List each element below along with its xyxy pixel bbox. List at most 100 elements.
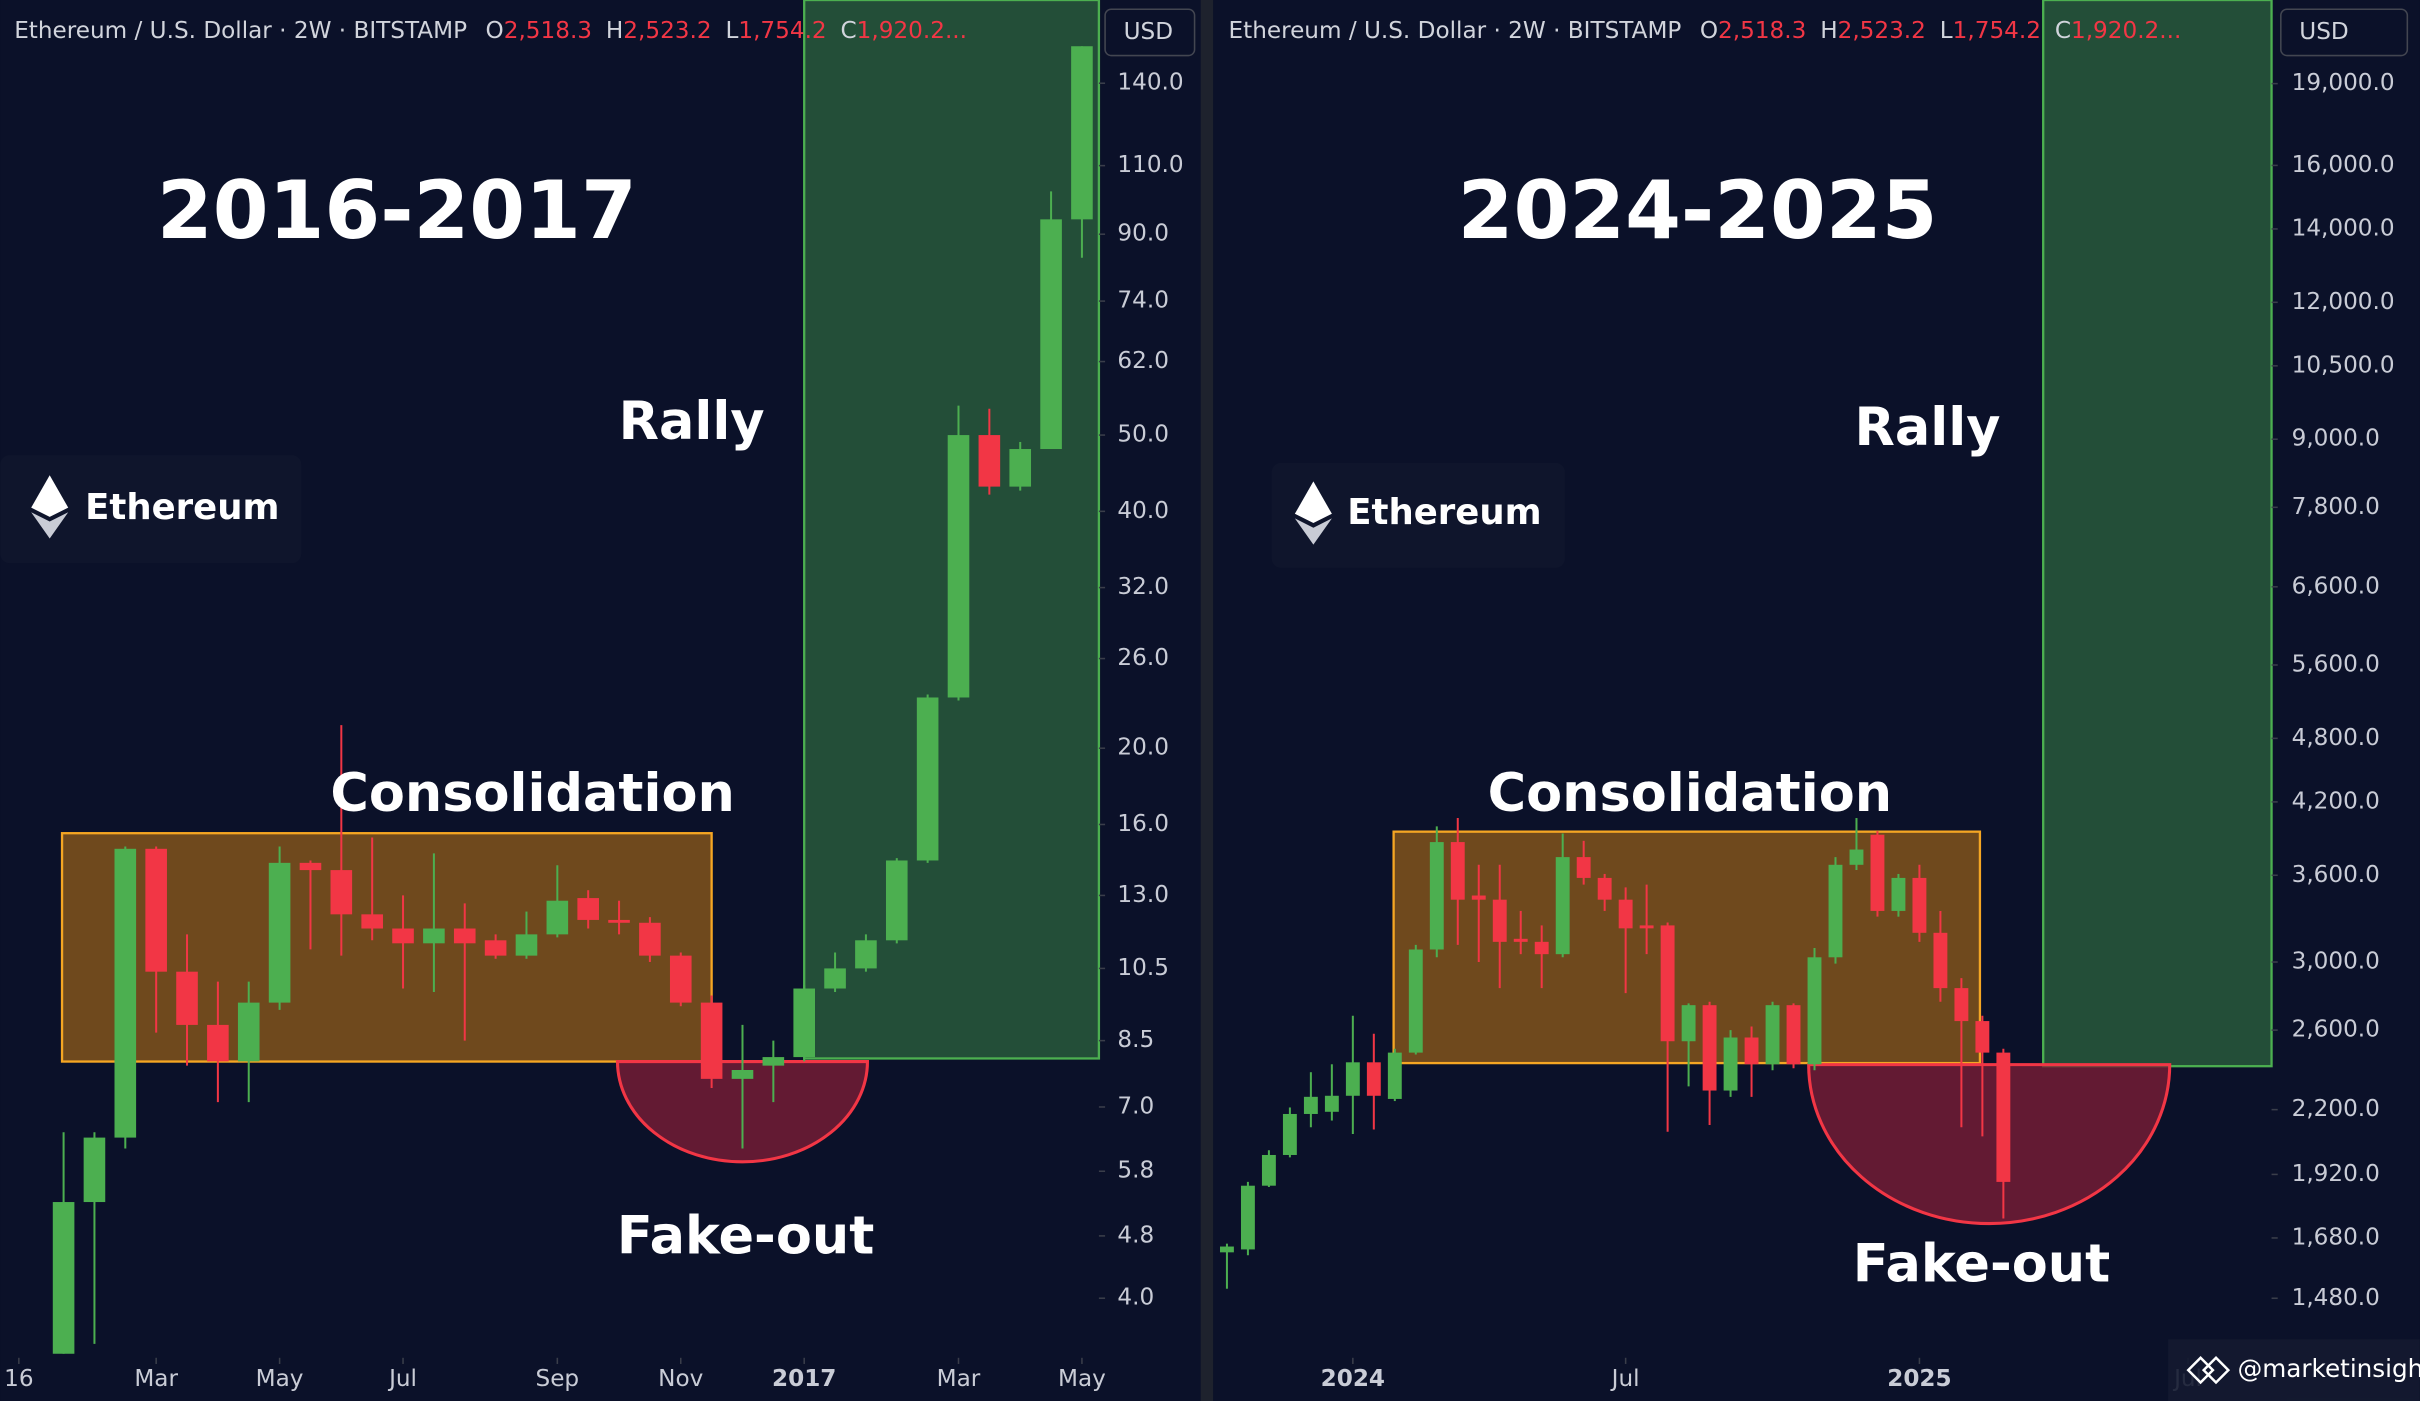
y-tick-label: 16.0: [1117, 811, 1169, 837]
candle-body: [1786, 1005, 1801, 1065]
candle-body: [1723, 1037, 1738, 1091]
x-tick-label: 2017: [772, 1366, 836, 1392]
candle-body: [1555, 857, 1570, 955]
y-tick-label: 12,000.0: [2292, 289, 2395, 315]
asset-label: Ethereum: [85, 487, 279, 528]
divider: [1200, 0, 1214, 1401]
candle-body: [731, 1069, 754, 1079]
ohlc-key: L: [1940, 17, 1953, 43]
watermark-box: [2168, 1339, 2420, 1401]
candle-body: [1009, 449, 1032, 487]
candle-body: [1387, 1052, 1402, 1099]
candle-body: [299, 862, 322, 871]
candle-body: [793, 988, 816, 1058]
header: Ethereum / U.S. Dollar · 2W · BITSTAMP O2…: [14, 17, 967, 43]
candle-body: [1891, 877, 1906, 911]
candle-body: [1828, 864, 1843, 958]
x-tick-label: 16: [4, 1366, 33, 1392]
candle-body: [1975, 1021, 1990, 1053]
candle-body: [1513, 938, 1528, 942]
y-tick-label: 62.0: [1117, 348, 1169, 374]
currency: USD: [1124, 19, 1173, 45]
watermark: @marketinsigh: [2238, 1354, 2420, 1383]
candle-body: [83, 1137, 106, 1203]
y-tick-label: 110.0: [1117, 152, 1183, 178]
candle-body: [1282, 1113, 1297, 1155]
y-tick-label: 6,600.0: [2292, 573, 2380, 599]
fakeout-label: Fake-out: [1853, 1233, 2110, 1294]
consolidation-label: Consolidation: [330, 763, 734, 824]
candle-body: [608, 919, 630, 923]
y-tick-label: 90.0: [1117, 221, 1169, 247]
candle-body: [1492, 899, 1507, 942]
y-tick-label: 140.0: [1117, 70, 1183, 96]
candle-body: [577, 898, 599, 920]
asset-label: Ethereum: [1347, 492, 1541, 533]
y-tick-label: 32.0: [1117, 574, 1169, 600]
candle-body: [1660, 925, 1675, 1042]
candle-body: [1996, 1052, 2011, 1182]
y-tick-label: 4.8: [1117, 1222, 1154, 1248]
x-tick-label: May: [256, 1366, 304, 1392]
eth-logo-bottom: [31, 512, 69, 539]
y-tick-label: 1,920.0: [2292, 1161, 2380, 1187]
candle-body: [978, 435, 1001, 487]
candle-body: [237, 1002, 260, 1062]
candle-body: [1807, 957, 1822, 1065]
fakeout-label: Fake-out: [617, 1206, 874, 1267]
candle-body: [268, 862, 291, 1003]
symbol: Ethereum / U.S. Dollar · 2W · BITSTAMP: [14, 17, 467, 43]
candle-body: [1450, 842, 1465, 900]
y-tick-label: 50.0: [1117, 422, 1169, 448]
candle-body: [1240, 1185, 1255, 1250]
ohlc-value: 2,518.3: [504, 17, 592, 43]
y-tick-label: 14,000.0: [2292, 215, 2395, 241]
y-tick-label: 5,600.0: [2292, 652, 2380, 678]
candle-body: [1618, 899, 1633, 929]
candle-body: [669, 955, 692, 1003]
candle-body: [1576, 857, 1591, 878]
watermark-icon: [2186, 1356, 2231, 1385]
candle-body: [330, 870, 353, 915]
x-tick-label: 2025: [1887, 1366, 1951, 1392]
eth-logo-top: [31, 475, 69, 517]
y-tick-label: 4,200.0: [2292, 788, 2380, 814]
y-tick-label: 3,600.0: [2292, 862, 2380, 888]
y-tick-label: 26.0: [1117, 645, 1169, 671]
y-tick-label: 8.5: [1117, 1027, 1154, 1053]
y-tick-label: 13.0: [1117, 882, 1169, 908]
candle-body: [1040, 219, 1062, 450]
candle-body: [1471, 895, 1486, 900]
ohlc-key: H: [1820, 17, 1837, 43]
candle-body: [1597, 877, 1612, 900]
candle-body: [114, 848, 137, 1138]
candle-body: [546, 900, 569, 935]
ohlc-key: O: [1700, 17, 1718, 43]
candle-body: [207, 1024, 229, 1062]
y-tick-label: 19,000.0: [2292, 70, 2395, 96]
candle-body: [1261, 1154, 1276, 1186]
ohlc-value: 2,523.2: [1838, 17, 1926, 43]
candle-body: [1324, 1095, 1339, 1112]
chart-title: 2024-2025: [1458, 164, 1938, 257]
x-tick-label: Mar: [937, 1366, 981, 1392]
y-tick-label: 7,800.0: [2292, 494, 2380, 520]
y-tick-label: 74.0: [1117, 288, 1169, 314]
x-tick-label: May: [1058, 1366, 1106, 1392]
y-tick-label: 3,000.0: [2292, 949, 2380, 975]
rally-label: Rally: [1855, 397, 2001, 458]
candle-body: [361, 914, 383, 929]
candle-body: [515, 934, 538, 956]
ohlc-key: C: [2055, 17, 2071, 43]
candle-body: [1870, 834, 1885, 911]
candle-body: [423, 928, 445, 944]
candle-body: [1345, 1062, 1360, 1096]
candle-body: [453, 928, 476, 944]
candle-body: [176, 971, 198, 1025]
x-tick-label: Nov: [658, 1366, 703, 1392]
ohlc-value: 1,754.2: [1953, 17, 2041, 43]
candle-body: [1071, 46, 1093, 220]
candle-body: [824, 968, 846, 989]
candle-body: [1933, 932, 1948, 989]
